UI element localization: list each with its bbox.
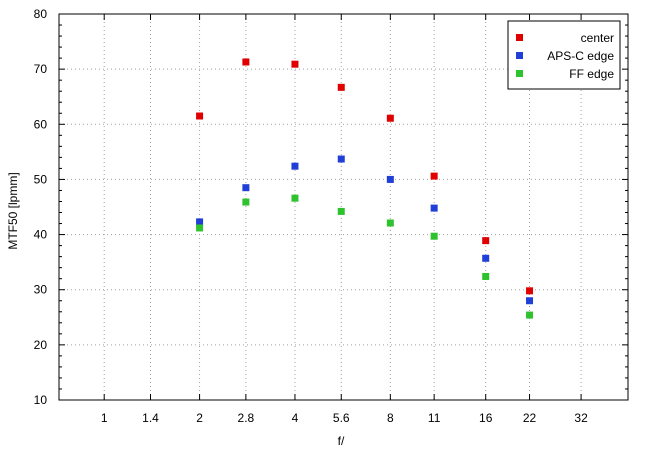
y-tick-label: 60 [34, 117, 48, 131]
legend-label: FF edge [569, 67, 614, 81]
point-center [430, 172, 438, 180]
x-tick-label: 11 [428, 411, 441, 425]
point-center [386, 114, 394, 122]
point-aps-c-edge [526, 297, 534, 305]
legend-label: center [581, 31, 614, 45]
point-center [291, 60, 299, 68]
plot-frame [58, 13, 629, 401]
x-tick-label: 5.6 [333, 411, 350, 425]
x-tick-label: 8 [387, 411, 394, 425]
legend-marker [516, 52, 523, 59]
legend: center APS-C edge FF edge [507, 20, 621, 90]
axes [58, 13, 629, 401]
y-tick-label: 70 [34, 62, 48, 76]
point-center [242, 58, 250, 66]
point-aps-c-edge [291, 162, 299, 170]
y-tick-label: 20 [34, 338, 48, 352]
y-axis-label: MTF50 [lpmm] [6, 172, 20, 249]
x-tick-label: 16 [479, 411, 493, 425]
point-center [337, 83, 345, 91]
point-ff-edge [337, 207, 345, 215]
legend-box [507, 20, 621, 90]
point-center [526, 287, 534, 295]
x-tick-label: 32 [574, 411, 588, 425]
point-aps-c-edge [242, 184, 250, 192]
point-aps-c-edge [196, 218, 204, 226]
point-ff-edge [386, 219, 394, 227]
point-ff-edge [242, 198, 250, 206]
y-tick-label: 50 [34, 172, 48, 186]
point-ff-edge [526, 311, 534, 319]
x-tick-label: 22 [523, 411, 537, 425]
legend-marker [516, 70, 523, 77]
x-tick-label: 2 [196, 411, 203, 425]
y-tick-label: 30 [34, 283, 48, 297]
x-tick-label: 4 [292, 411, 299, 425]
point-aps-c-edge [337, 155, 345, 163]
point-ff-edge [430, 232, 438, 240]
y-tick-label: 80 [34, 7, 48, 21]
x-axis-label: f/ [338, 434, 345, 448]
x-tick-label: 1.4 [142, 411, 159, 425]
point-ff-edge [291, 194, 299, 202]
point-center [482, 237, 490, 245]
legend-label: APS-C edge [547, 49, 614, 63]
point-center [196, 112, 204, 120]
point-aps-c-edge [482, 254, 490, 262]
point-aps-c-edge [430, 204, 438, 212]
ticks: 1 1.4 2 2.8 4 5.6 8 11 16 22 32 10 20 30 40 50 60 70 80 [34, 7, 628, 425]
point-aps-c-edge [386, 175, 394, 183]
data-points [196, 58, 534, 319]
x-tick-label: 1 [101, 411, 108, 425]
point-ff-edge [196, 224, 204, 232]
legend-marker [516, 34, 523, 41]
y-tick-label: 40 [34, 228, 48, 242]
x-tick-label: 2.8 [238, 411, 255, 425]
point-ff-edge [482, 272, 490, 280]
y-tick-label: 10 [34, 393, 48, 407]
